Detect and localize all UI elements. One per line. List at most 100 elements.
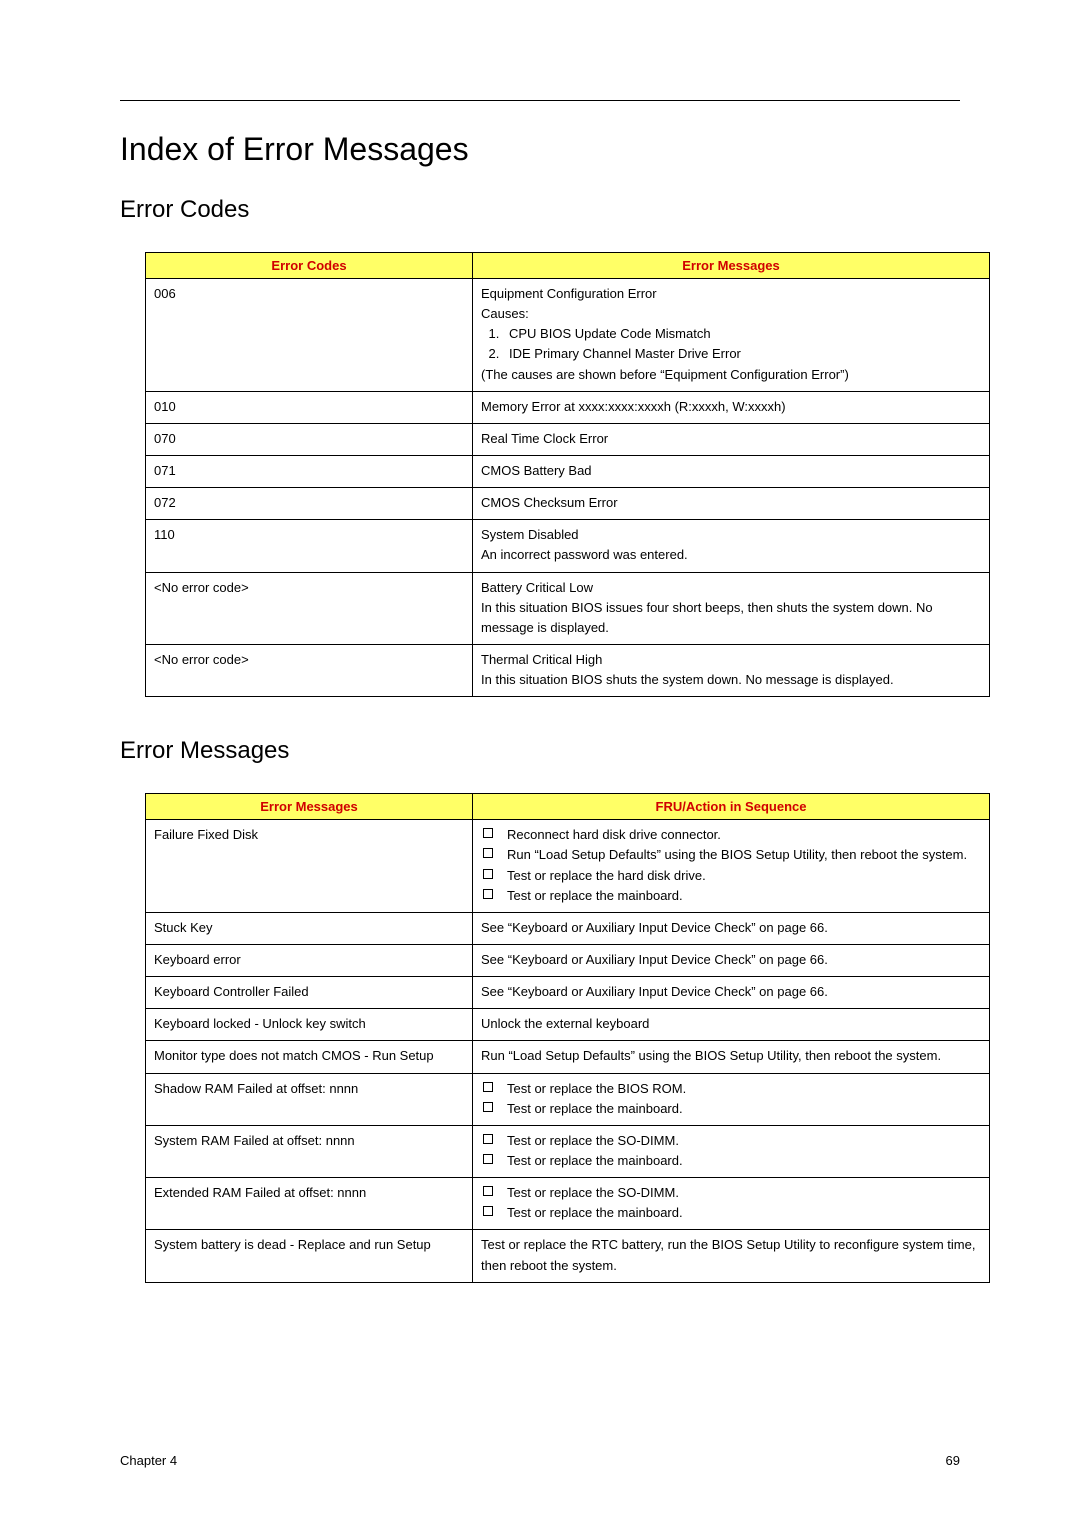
table-row: Stuck Key See “Keyboard or Auxiliary Inp… <box>146 912 990 944</box>
code-cell: 006 <box>146 279 473 392</box>
msg-cell: CMOS Battery Bad <box>473 455 990 487</box>
msg-cell: See “Keyboard or Auxiliary Input Device … <box>473 977 990 1009</box>
bullet-text: Reconnect hard disk drive connector. <box>507 825 981 845</box>
page-container: Index of Error Messages Error Codes Erro… <box>0 0 1080 1528</box>
msg-cell: CMOS Checksum Error <box>473 488 990 520</box>
error-codes-table: Error Codes Error Messages 006 Equipment… <box>145 252 990 697</box>
square-bullet-icon <box>483 869 493 879</box>
code-cell: Failure Fixed Disk <box>146 820 473 913</box>
bullet-text: Test or replace the mainboard. <box>507 886 981 906</box>
bullet-item: Test or replace the hard disk drive. <box>481 866 981 886</box>
bullet-item: Test or replace the SO-DIMM. <box>481 1183 981 1203</box>
table-row: Failure Fixed Disk Reconnect hard disk d… <box>146 820 990 913</box>
msg-cell: Unlock the external keyboard <box>473 1009 990 1041</box>
table-row: 072 CMOS Checksum Error <box>146 488 990 520</box>
code-cell: Extended RAM Failed at offset: nnnn <box>146 1178 473 1230</box>
table-row: System RAM Failed at offset: nnnn Test o… <box>146 1125 990 1177</box>
msg-line: In this situation BIOS shuts the system … <box>481 670 981 690</box>
table-row: Monitor type does not match CMOS - Run S… <box>146 1041 990 1073</box>
msg-cell: Test or replace the BIOS ROM. Test or re… <box>473 1073 990 1125</box>
msg-cell: Test or replace the SO-DIMM. Test or rep… <box>473 1125 990 1177</box>
ordered-list: CPU BIOS Update Code Mismatch IDE Primar… <box>481 324 981 364</box>
footer-right: 69 <box>946 1453 960 1468</box>
msg-line: Causes: <box>481 304 981 324</box>
bullet-text: Run “Load Setup Defaults” using the BIOS… <box>507 845 981 865</box>
bullet-text: Test or replace the SO-DIMM. <box>507 1183 981 1203</box>
bullet-item: Test or replace the BIOS ROM. <box>481 1079 981 1099</box>
square-bullet-icon <box>483 1134 493 1144</box>
square-bullet-icon <box>483 848 493 858</box>
square-bullet-icon <box>483 1102 493 1112</box>
msg-cell: Thermal Critical High In this situation … <box>473 644 990 696</box>
msg-cell: See “Keyboard or Auxiliary Input Device … <box>473 912 990 944</box>
code-cell: 110 <box>146 520 473 572</box>
table-row: 071 CMOS Battery Bad <box>146 455 990 487</box>
t2-header-left: Error Messages <box>146 794 473 820</box>
list-item: CPU BIOS Update Code Mismatch <box>503 324 981 344</box>
msg-cell: System Disabled An incorrect password wa… <box>473 520 990 572</box>
bullet-item: Reconnect hard disk drive connector. <box>481 825 981 845</box>
table-row: Keyboard error See “Keyboard or Auxiliar… <box>146 944 990 976</box>
table-row: 070 Real Time Clock Error <box>146 423 990 455</box>
code-cell: Shadow RAM Failed at offset: nnnn <box>146 1073 473 1125</box>
square-bullet-icon <box>483 1206 493 1216</box>
square-bullet-icon <box>483 1154 493 1164</box>
page-footer: Chapter 4 69 <box>120 1453 960 1468</box>
table-row: System battery is dead - Replace and run… <box>146 1230 990 1282</box>
t2-header-right: FRU/Action in Sequence <box>473 794 990 820</box>
list-item: IDE Primary Channel Master Drive Error <box>503 344 981 364</box>
msg-line: In this situation BIOS issues four short… <box>481 598 981 638</box>
bullet-text: Test or replace the hard disk drive. <box>507 866 981 886</box>
bullet-item: Test or replace the mainboard. <box>481 1151 981 1171</box>
bullet-item: Run “Load Setup Defaults” using the BIOS… <box>481 845 981 865</box>
code-cell: Monitor type does not match CMOS - Run S… <box>146 1041 473 1073</box>
code-cell: Keyboard locked - Unlock key switch <box>146 1009 473 1041</box>
table-row: Keyboard Controller Failed See “Keyboard… <box>146 977 990 1009</box>
code-cell: <No error code> <box>146 572 473 644</box>
code-cell: 072 <box>146 488 473 520</box>
msg-cell: Battery Critical Low In this situation B… <box>473 572 990 644</box>
code-cell: 070 <box>146 423 473 455</box>
msg-cell: Memory Error at xxxx:xxxx:xxxxh (R:xxxxh… <box>473 391 990 423</box>
code-cell: System RAM Failed at offset: nnnn <box>146 1125 473 1177</box>
table-row: 110 System Disabled An incorrect passwor… <box>146 520 990 572</box>
square-bullet-icon <box>483 1186 493 1196</box>
square-bullet-icon <box>483 828 493 838</box>
msg-line: (The causes are shown before “Equipment … <box>481 365 981 385</box>
top-rule <box>120 100 960 101</box>
msg-cell: Reconnect hard disk drive connector. Run… <box>473 820 990 913</box>
msg-line: System Disabled <box>481 525 981 545</box>
table-row: 010 Memory Error at xxxx:xxxx:xxxxh (R:x… <box>146 391 990 423</box>
code-cell: 010 <box>146 391 473 423</box>
msg-cell: Test or replace the RTC battery, run the… <box>473 1230 990 1282</box>
code-cell: Keyboard Controller Failed <box>146 977 473 1009</box>
msg-cell: See “Keyboard or Auxiliary Input Device … <box>473 944 990 976</box>
msg-cell: Equipment Configuration Error Causes: CP… <box>473 279 990 392</box>
bullet-item: Test or replace the mainboard. <box>481 886 981 906</box>
msg-line: Thermal Critical High <box>481 650 981 670</box>
msg-line: An incorrect password was entered. <box>481 545 981 565</box>
page-title: Index of Error Messages <box>120 131 960 168</box>
bullet-text: Test or replace the mainboard. <box>507 1099 981 1119</box>
msg-line: Equipment Configuration Error <box>481 284 981 304</box>
error-messages-table: Error Messages FRU/Action in Sequence Fa… <box>145 793 990 1282</box>
msg-cell: Real Time Clock Error <box>473 423 990 455</box>
table-row: Shadow RAM Failed at offset: nnnn Test o… <box>146 1073 990 1125</box>
msg-cell: Run “Load Setup Defaults” using the BIOS… <box>473 1041 990 1073</box>
bullet-text: Test or replace the mainboard. <box>507 1151 981 1171</box>
bullet-item: Test or replace the SO-DIMM. <box>481 1131 981 1151</box>
table-row: Extended RAM Failed at offset: nnnn Test… <box>146 1178 990 1230</box>
code-cell: <No error code> <box>146 644 473 696</box>
msg-cell: Test or replace the SO-DIMM. Test or rep… <box>473 1178 990 1230</box>
bullet-text: Test or replace the SO-DIMM. <box>507 1131 981 1151</box>
t1-header-right: Error Messages <box>473 253 990 279</box>
table-row: Keyboard locked - Unlock key switch Unlo… <box>146 1009 990 1041</box>
section2-title: Error Messages <box>120 737 960 765</box>
square-bullet-icon <box>483 1082 493 1092</box>
code-cell: System battery is dead - Replace and run… <box>146 1230 473 1282</box>
square-bullet-icon <box>483 889 493 899</box>
table-row: <No error code> Thermal Critical High In… <box>146 644 990 696</box>
section1-title: Error Codes <box>120 196 960 224</box>
table-row: <No error code> Battery Critical Low In … <box>146 572 990 644</box>
code-cell: Keyboard error <box>146 944 473 976</box>
